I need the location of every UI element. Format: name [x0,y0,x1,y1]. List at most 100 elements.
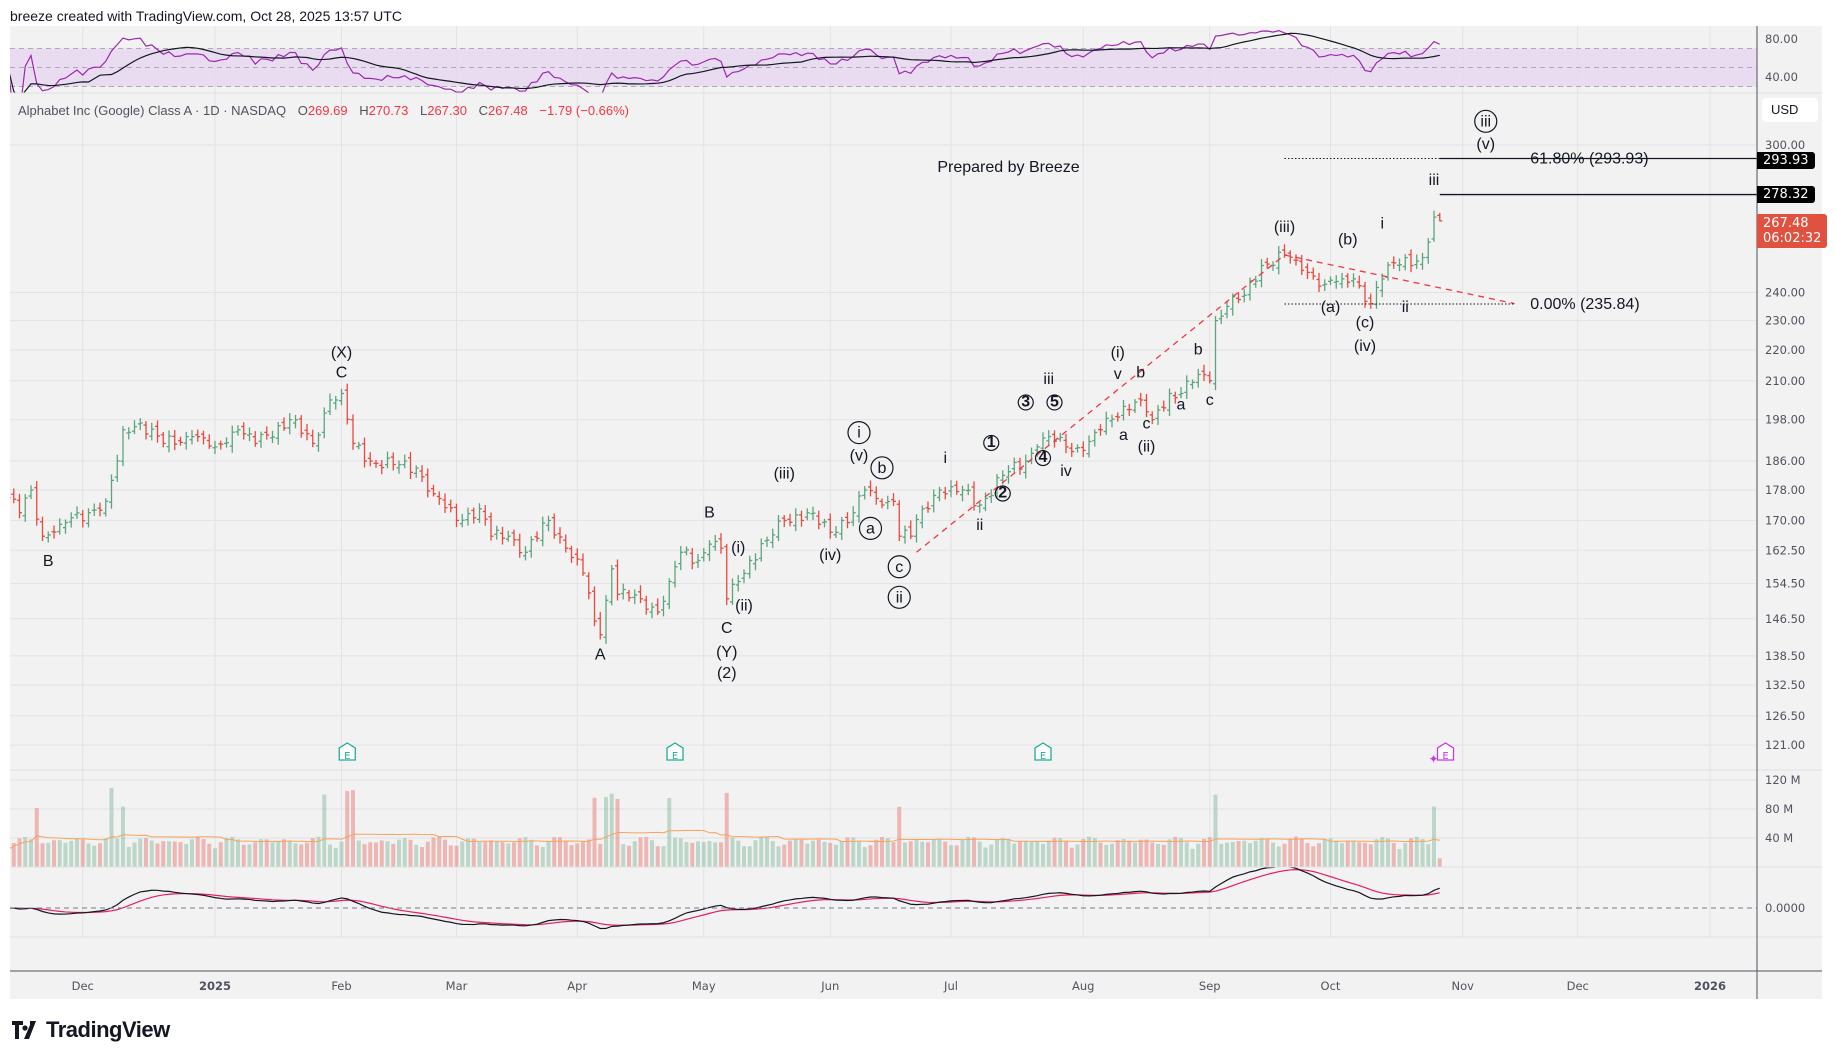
volume-bar[interactable] [604,796,608,867]
ohlc-bar[interactable] [74,506,80,519]
volume-bar[interactable] [1248,842,1252,867]
volume-bar[interactable] [1058,837,1063,867]
volume-bar[interactable] [1345,840,1350,867]
volume-bar[interactable] [799,839,804,867]
volume-bar[interactable] [40,843,45,867]
volume-bar[interactable] [103,838,108,867]
ohlc-bar[interactable] [505,530,511,542]
ohlc-bar[interactable] [235,425,241,436]
volume-bar[interactable] [701,842,706,867]
ohlc-bar[interactable] [22,493,28,522]
volume-bar[interactable] [931,838,936,867]
ohlc-bar[interactable] [707,540,712,562]
ohlc-bar[interactable] [281,417,287,431]
ohlc-bar[interactable] [1046,430,1052,446]
ohlc-bar[interactable] [954,480,960,495]
wave-label[interactable]: C [721,620,733,637]
ohlc-bar[interactable] [931,489,937,513]
ohlc-bar[interactable] [1115,412,1121,422]
ohlc-bar[interactable] [149,422,155,441]
volume-bar[interactable] [1322,839,1327,867]
volume-bar[interactable] [1420,839,1425,867]
symbol-name[interactable]: Alphabet Inc (Google) Class A · 1D · NAS… [18,103,287,118]
volume-bar[interactable] [592,797,597,867]
ohlc-bar[interactable] [776,515,781,541]
volume-bar[interactable] [1196,843,1201,867]
volume-bar[interactable] [420,847,424,867]
ohlc-bar[interactable] [799,510,804,527]
volume-bar[interactable] [431,837,436,867]
volume-bar[interactable] [1368,844,1373,867]
ohlc-bar[interactable] [459,513,465,528]
ohlc-bar[interactable] [718,533,724,554]
volume-bar[interactable] [1253,840,1258,867]
ohlc-bar[interactable] [28,485,34,500]
earnings-marker[interactable]: ✦ E [1429,742,1455,766]
volume-bar[interactable] [241,844,246,867]
ohlc-bar[interactable] [592,586,597,627]
ohlc-bar[interactable] [172,429,178,451]
volume-bar[interactable] [75,838,79,867]
volume-bar[interactable] [17,838,22,867]
ohlc-bar[interactable] [1391,256,1397,269]
volume-bar[interactable] [1299,838,1304,867]
volume-bar[interactable] [6,850,10,867]
ohlc-bar[interactable] [1322,279,1328,291]
wave-label[interactable]: i [847,420,871,445]
volume-bar[interactable] [1179,837,1183,867]
ohlc-bar[interactable] [569,545,574,563]
ohlc-bar[interactable] [1121,399,1126,421]
volume-bar[interactable] [885,838,890,867]
wave-label[interactable]: b [1136,365,1145,382]
wave-label[interactable]: b [870,456,894,480]
volume-bar[interactable] [1374,839,1379,867]
ohlc-bar[interactable] [126,427,132,440]
volume-bar[interactable] [1351,840,1356,867]
volume-bar[interactable] [943,841,948,867]
wave-label[interactable]: ii [887,585,911,609]
ohlc-bar[interactable] [850,506,856,527]
volume-bar[interactable] [788,840,792,867]
volume-bar[interactable] [1380,837,1385,867]
ohlc-bar[interactable] [822,518,827,528]
volume-bar[interactable] [954,845,959,867]
elliott-channel-line[interactable] [916,254,1285,553]
volume-bar[interactable] [839,840,844,867]
volume-bar[interactable] [1092,838,1097,867]
ohlc-bar[interactable] [523,546,528,561]
wave-label[interactable]: (i) [731,539,745,556]
volume-bar[interactable] [1426,844,1431,867]
ohlc-bar[interactable] [34,481,40,526]
volume-bar[interactable] [575,843,580,867]
ohlc-bar[interactable] [649,602,655,619]
volume-bar[interactable] [897,806,902,867]
wave-label[interactable]: C [336,365,348,382]
volume-bar[interactable] [989,844,994,867]
ohlc-bar[interactable] [114,454,120,482]
ohlc-bar[interactable] [517,533,523,558]
volume-bar[interactable] [937,838,942,867]
ohlc-bar[interactable] [155,420,160,443]
ohlc-bar[interactable] [247,427,252,442]
ohlc-bar[interactable] [1236,292,1241,304]
wave-label[interactable]: v [1114,366,1122,383]
volume-bar[interactable] [230,836,235,867]
volume-bar[interactable] [23,836,28,867]
ohlc-bar[interactable] [1144,393,1149,418]
ohlc-bar[interactable] [408,452,413,479]
volume-bar[interactable] [678,838,683,867]
ohlc-bar[interactable] [977,502,983,513]
volume-bar[interactable] [138,838,143,867]
volume-bar[interactable] [374,842,378,867]
ohlc-bar[interactable] [137,418,143,431]
ohlc-bar[interactable] [57,518,63,535]
volume-bar[interactable] [960,839,965,867]
ohlc-bar[interactable] [396,460,402,474]
volume-bar[interactable] [972,837,976,867]
ohlc-bar[interactable] [1132,399,1138,414]
volume-bar[interactable] [868,845,873,867]
wave-label[interactable]: (iv) [819,547,841,564]
wave-label[interactable]: i [1380,215,1384,232]
ohlc-bar[interactable] [482,505,488,526]
ohlc-bar[interactable] [206,434,212,449]
